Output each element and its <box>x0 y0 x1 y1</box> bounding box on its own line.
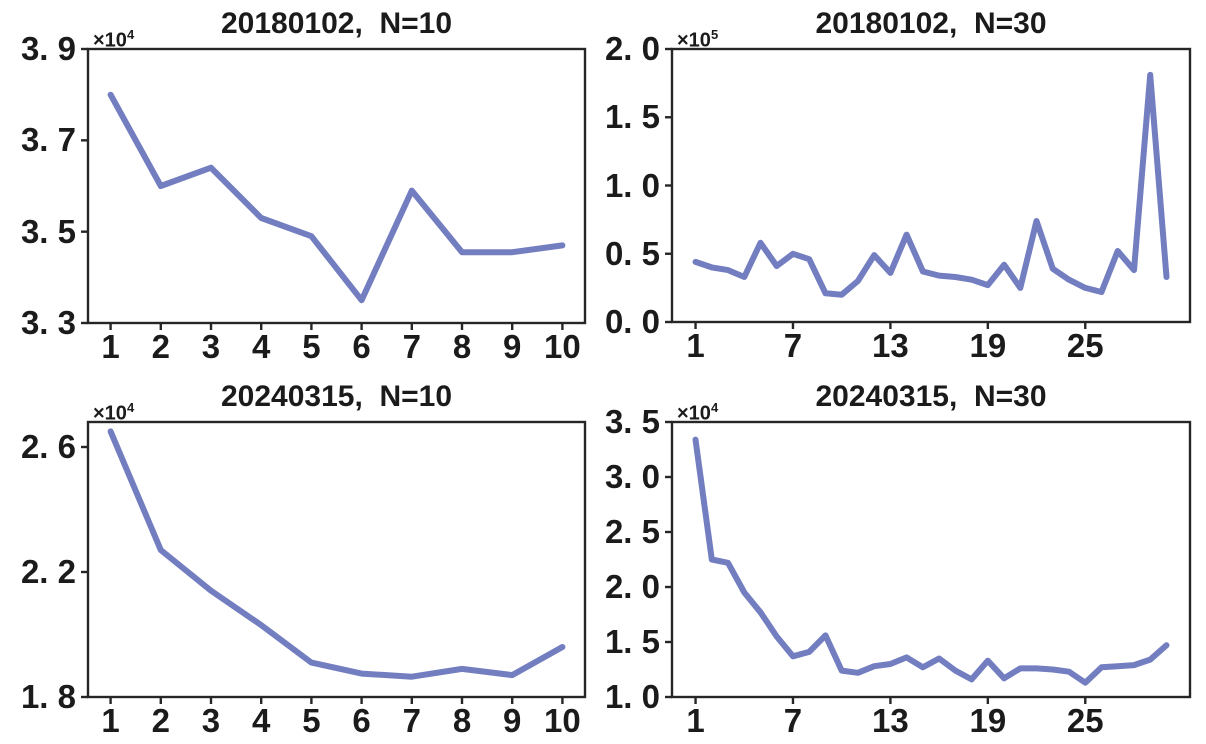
subplot-20240315-n30: 20240315, N=30 ×104 3. 5 3. 0 2. 5 2. 0 1. 5… <box>603 372 1206 744</box>
x-tick-label: 7 <box>783 327 803 364</box>
offset-base: ×10 <box>93 29 127 52</box>
y-tick-label: 3. 9 <box>20 30 76 67</box>
x-tick-label: 7 <box>402 702 421 739</box>
subplot-20240315-n30-plot-area <box>665 420 1192 704</box>
x-tick-label: 10 <box>544 328 581 365</box>
x-tick-label: 25 <box>1066 327 1104 364</box>
x-tick-label: 9 <box>503 328 522 365</box>
y-tick-label: 2. 5 <box>604 513 660 550</box>
x-tick-label: 3 <box>201 702 221 739</box>
y-tick-label: 2. 2 <box>20 553 76 590</box>
x-tick-label: 6 <box>352 702 371 739</box>
y-tick-label: 2. 6 <box>20 428 76 465</box>
y-tick-label: 3. 3 <box>20 304 76 341</box>
data-line-series <box>692 436 1170 686</box>
subplot-20240315-n30-title: 20240315, N=30 <box>815 380 1047 413</box>
y-tick-label: 3. 0 <box>604 458 660 495</box>
x-tick-label: 3 <box>201 328 221 365</box>
x-tick-label: 4 <box>252 328 271 365</box>
y-tick-label: 1. 0 <box>604 166 660 204</box>
x-tick-label: 7 <box>402 328 421 365</box>
x-tick-label: 19 <box>969 702 1007 739</box>
subplot-20180102-n10-scale-offset-label: ×104 <box>93 25 134 51</box>
axes-frame <box>86 47 587 325</box>
offset-exponent: 4 <box>126 400 135 415</box>
x-tick-label: 2 <box>151 702 170 739</box>
x-tick-label: 1 <box>101 328 120 365</box>
axes-frame <box>86 420 587 699</box>
offset-exponent: 4 <box>126 27 135 42</box>
y-tick-label: 1. 5 <box>604 98 660 136</box>
x-tick-label: 7 <box>783 702 803 739</box>
x-tick-label: 4 <box>252 702 271 739</box>
subplot-20240315-n10-title: 20240315, N=10 <box>220 380 453 413</box>
subplot-20240315-n10-scale-offset-label: ×104 <box>93 398 134 424</box>
y-tick-label: 3. 5 <box>604 403 660 440</box>
subplot-20240315-n10-plot-area <box>81 420 587 704</box>
x-tick-label: 8 <box>452 702 472 739</box>
subplot-20180102-n30-plot-area <box>665 47 1192 329</box>
data-line-series <box>692 71 1170 298</box>
offset-base: ×10 <box>93 402 127 425</box>
y-tick-label: 0. 5 <box>604 234 660 272</box>
offset-base: ×10 <box>677 402 711 425</box>
x-tick-label: 9 <box>503 702 522 739</box>
y-tick-label: 1. 8 <box>20 678 76 715</box>
offset-exponent: 5 <box>710 27 719 42</box>
axes-frame <box>670 420 1192 699</box>
subplot-20180102-n30: 20180102, N=30 ×105 2. 0 1. 5 1. 0 0. 5 0. 0… <box>603 0 1206 372</box>
x-tick-label: 13 <box>872 702 909 739</box>
x-tick-label: 10 <box>544 702 581 739</box>
y-tick-label: 3. 7 <box>20 121 76 159</box>
offset-exponent: 4 <box>710 400 719 415</box>
x-tick-label: 6 <box>352 328 371 365</box>
x-tick-label: 5 <box>302 328 321 365</box>
x-tick-label: 1 <box>101 702 120 739</box>
y-tick-label: 3. 5 <box>20 212 76 250</box>
y-tick-label: 2. 0 <box>604 568 660 605</box>
offset-base: ×10 <box>677 29 711 52</box>
subplot-20180102-n30-title: 20180102, N=30 <box>815 7 1047 40</box>
x-tick-label: 25 <box>1066 702 1104 739</box>
x-tick-label: 1 <box>686 327 705 364</box>
subplot-20180102-n30-scale-offset-label: ×105 <box>677 25 718 51</box>
x-tick-label: 1 <box>686 702 705 739</box>
x-tick-label: 19 <box>969 327 1007 364</box>
x-tick-label: 2 <box>151 328 170 365</box>
data-line-series <box>107 91 566 304</box>
subplot-20180102-n10-title: 20180102, N=10 <box>220 7 453 40</box>
y-tick-label: 1. 5 <box>604 623 660 660</box>
x-tick-label: 8 <box>452 328 472 365</box>
subplot-20240315-n30-scale-offset-label: ×104 <box>677 398 718 424</box>
x-tick-label: 5 <box>302 702 321 739</box>
y-tick-label: 1. 0 <box>604 678 660 715</box>
axes-frame <box>670 47 1192 324</box>
y-tick-label: 0. 0 <box>604 303 660 340</box>
x-tick-label: 13 <box>872 327 909 364</box>
y-tick-label: 2. 0 <box>604 30 660 67</box>
data-line-series <box>107 428 566 680</box>
subplot-20180102-n10-plot-area <box>81 47 587 330</box>
